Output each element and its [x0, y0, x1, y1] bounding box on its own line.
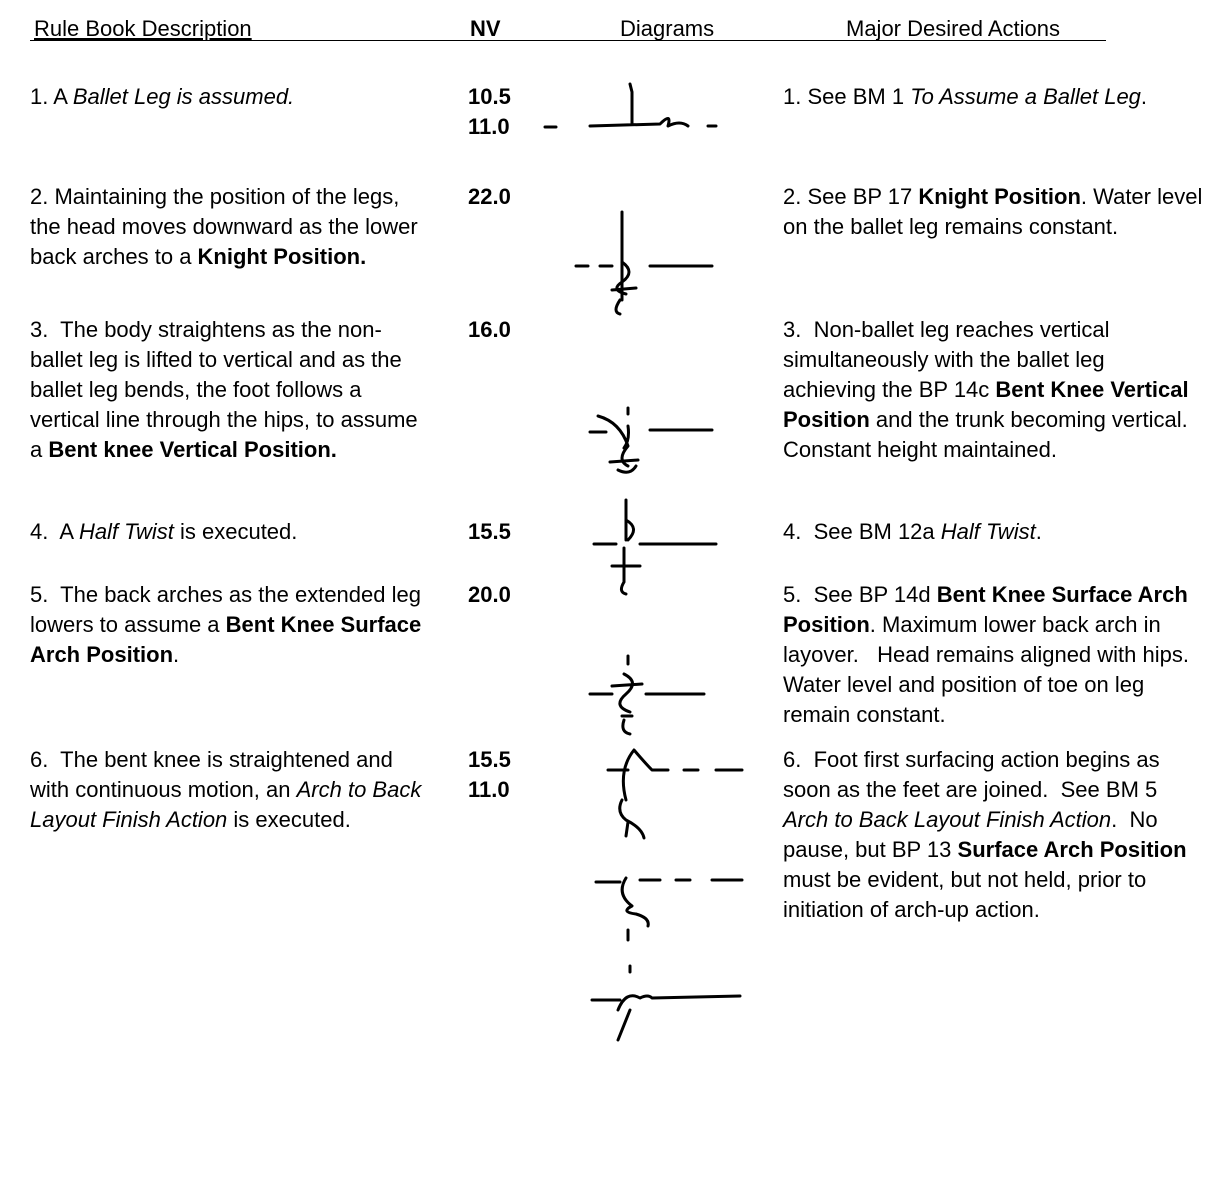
nv-value: 11.0 [468, 114, 510, 139]
text-run: 2. See BP 17 [783, 184, 919, 209]
text-run: 6. The bent knee is straightened and wit… [30, 747, 399, 802]
text-run: . [173, 642, 180, 667]
diagram [594, 876, 744, 942]
diagram [606, 748, 744, 840]
description: 3. The body straightens as the non-balle… [30, 315, 425, 465]
text-run: Half Twist [940, 519, 1036, 544]
diagram [588, 406, 714, 474]
diagram [574, 210, 714, 316]
description: 2. Maintaining the position of the legs,… [30, 182, 425, 272]
nv-value: 15.5 [468, 747, 511, 772]
text-run: Ballet Leg is assumed. [72, 84, 295, 109]
text-run: 3. Non-ballet leg reaches vertical simul… [783, 317, 1116, 402]
header-rule [30, 40, 1106, 41]
text-run: 5. The back arches as the extended leg l… [30, 582, 428, 637]
column-header: Rule Book Description [34, 16, 252, 41]
text-run: Bent Knee Surface Arch Position [30, 612, 427, 667]
diagram [590, 964, 742, 1042]
text-run: must be evident, but not held, prior to … [783, 837, 1193, 922]
text-run: 3. The body straightens as the non-balle… [30, 317, 424, 462]
column-header: Diagrams [620, 16, 715, 41]
text-run: . Maximum lower back arch in layover. He… [783, 612, 1202, 727]
text-run: To Assume a Ballet Leg [910, 84, 1141, 109]
actions: 2. See BP 17 Knight Position. Water leve… [783, 182, 1203, 242]
nv: 16.0 [468, 315, 538, 345]
text-run: Bent Knee Surface Arch Position [783, 582, 1194, 637]
actions: 6. Foot first surfacing action begins as… [783, 745, 1203, 925]
text-run: 5. See BP 14d [783, 582, 937, 607]
nv-value: 11.0 [468, 777, 510, 802]
nv: 22.0 [468, 182, 538, 212]
text-run: is executed. [227, 807, 351, 832]
text-run: Surface Arch Position [957, 837, 1187, 862]
column-header: Major Desired Actions [846, 16, 1060, 41]
text-run: Arch to Back Layout Finish Action [30, 777, 428, 832]
nv-value: 22.0 [468, 184, 511, 209]
text-run: . [1035, 519, 1042, 544]
diagram [592, 498, 718, 596]
description: 6. The bent knee is straightened and wit… [30, 745, 425, 835]
text-run: . Water level on the ballet leg remains … [783, 184, 1203, 239]
actions: 4. See BM 12a Half Twist. [783, 517, 1203, 547]
diagram [543, 82, 718, 129]
column-header: NV [470, 16, 501, 41]
actions: 5. See BP 14d Bent Knee Surface Arch Pos… [783, 580, 1203, 730]
actions: 3. Non-ballet leg reaches vertical simul… [783, 315, 1203, 465]
text-run: 2. Maintaining the position of the legs,… [30, 184, 424, 269]
description: 4. A Half Twist is executed. [30, 517, 425, 547]
nv-value: 16.0 [468, 317, 511, 342]
text-run: is executed. [173, 519, 298, 544]
nv-value: 10.5 [468, 84, 511, 109]
diagram [588, 654, 706, 736]
text-run: 6. Foot first surfacing action begins as… [783, 747, 1166, 802]
nv: 15.5 11.0 [468, 745, 538, 805]
text-run: Half Twist [78, 519, 174, 544]
description: 5. The back arches as the extended leg l… [30, 580, 425, 670]
nv: 10.5 11.0 [468, 82, 538, 142]
text-run: and the trunk becoming vertical. Constan… [783, 407, 1194, 462]
text-run: Arch to Back Layout Finish Action [783, 807, 1112, 832]
text-run: 1. A [30, 84, 73, 109]
text-run: Knight Position. [197, 244, 367, 269]
text-run: . No pause, but BP 13 [783, 807, 1164, 862]
text-run: Bent knee Vertical Position. [48, 437, 337, 462]
text-run: 4. A [30, 519, 79, 544]
nv: 20.0 [468, 580, 538, 610]
nv-value: 20.0 [468, 582, 511, 607]
text-run: . [1140, 84, 1148, 109]
text-run: Bent Knee Vertical Position [783, 377, 1195, 432]
text-run: Knight Position [918, 184, 1081, 209]
actions: 1. See BM 1 To Assume a Ballet Leg. [783, 82, 1203, 112]
text-run: 1. See BM 1 [783, 84, 911, 109]
text-run: 4. See BM 12a [783, 519, 941, 544]
description: 1. A Ballet Leg is assumed. [30, 82, 425, 112]
nv: 15.5 [468, 517, 538, 547]
nv-value: 15.5 [468, 519, 511, 544]
